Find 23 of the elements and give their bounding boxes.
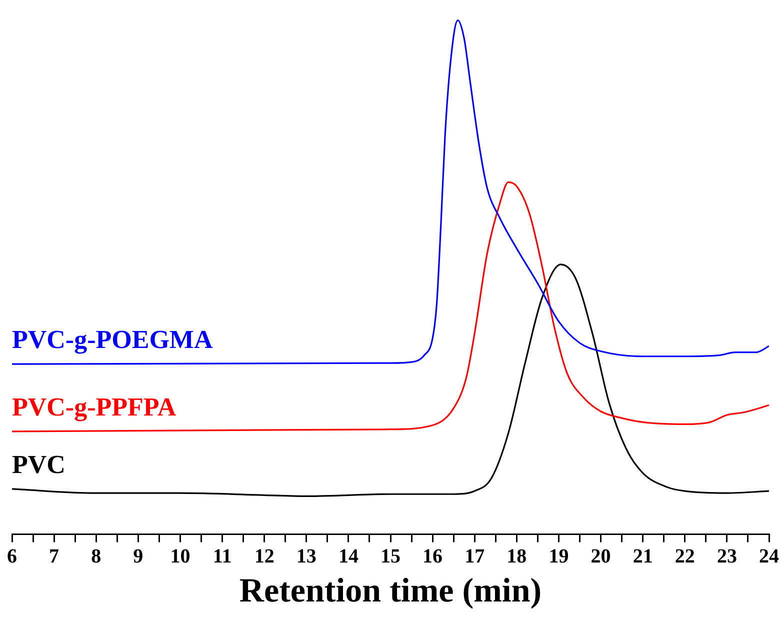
x-tick-label: 9 <box>133 545 144 568</box>
x-tick-label: 18 <box>506 545 527 568</box>
x-tick-label: 7 <box>49 545 60 568</box>
x-tick-label: 6 <box>7 545 17 568</box>
x-tick-label: 12 <box>254 545 274 568</box>
x-tick-label: 16 <box>422 545 443 568</box>
x-tick-label: 19 <box>548 545 569 568</box>
x-tick-label: 14 <box>338 545 358 568</box>
x-tick-label: 23 <box>716 545 737 568</box>
x-tick-label: 22 <box>674 545 695 568</box>
x-axis-title: Retention time (min) <box>239 572 542 610</box>
series-label: PVC-g-POEGMA <box>12 325 213 354</box>
x-tick-label: 10 <box>170 545 190 568</box>
x-tick-label: 20 <box>590 545 611 568</box>
series-label: PVC <box>12 450 66 479</box>
x-tick-label: 24 <box>759 545 779 568</box>
x-tick-label: 8 <box>91 545 102 568</box>
x-tick-label: 21 <box>632 545 653 568</box>
x-tick-label: 15 <box>380 545 400 568</box>
x-tick-label: 17 <box>464 545 485 568</box>
x-tick-label: 11 <box>212 545 232 568</box>
x-tick-label: 13 <box>296 545 316 568</box>
series-label: PVC-g-PPFPA <box>12 392 176 422</box>
